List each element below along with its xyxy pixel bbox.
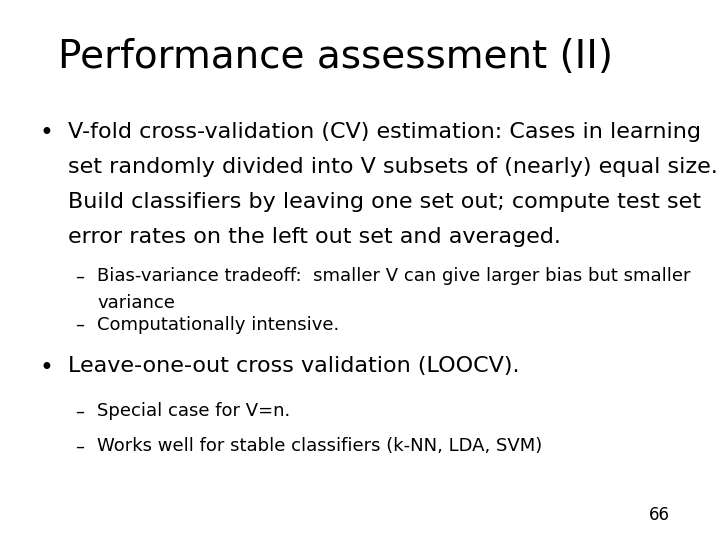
Text: variance: variance: [97, 294, 175, 312]
Text: –: –: [76, 267, 85, 285]
Text: Leave-one-out cross validation (LOOCV).: Leave-one-out cross validation (LOOCV).: [68, 356, 520, 376]
Text: •: •: [40, 356, 53, 380]
Text: set randomly divided into V subsets of (nearly) equal size.: set randomly divided into V subsets of (…: [68, 157, 718, 177]
Text: Performance assessment (II): Performance assessment (II): [58, 38, 613, 76]
Text: V-fold cross-validation (CV) estimation: Cases in learning: V-fold cross-validation (CV) estimation:…: [68, 122, 701, 141]
Text: 66: 66: [649, 506, 670, 524]
Text: –: –: [76, 402, 85, 420]
Text: •: •: [40, 122, 53, 145]
Text: –: –: [76, 437, 85, 455]
Text: Special case for V=n.: Special case for V=n.: [97, 402, 290, 420]
Text: Build classifiers by leaving one set out; compute test set: Build classifiers by leaving one set out…: [68, 192, 701, 212]
Text: Works well for stable classifiers (k-NN, LDA, SVM): Works well for stable classifiers (k-NN,…: [97, 437, 542, 455]
Text: –: –: [76, 316, 85, 334]
Text: Computationally intensive.: Computationally intensive.: [97, 316, 339, 334]
Text: error rates on the left out set and averaged.: error rates on the left out set and aver…: [68, 227, 562, 247]
Text: Bias-variance tradeoff:  smaller V can give larger bias but smaller: Bias-variance tradeoff: smaller V can gi…: [97, 267, 690, 285]
